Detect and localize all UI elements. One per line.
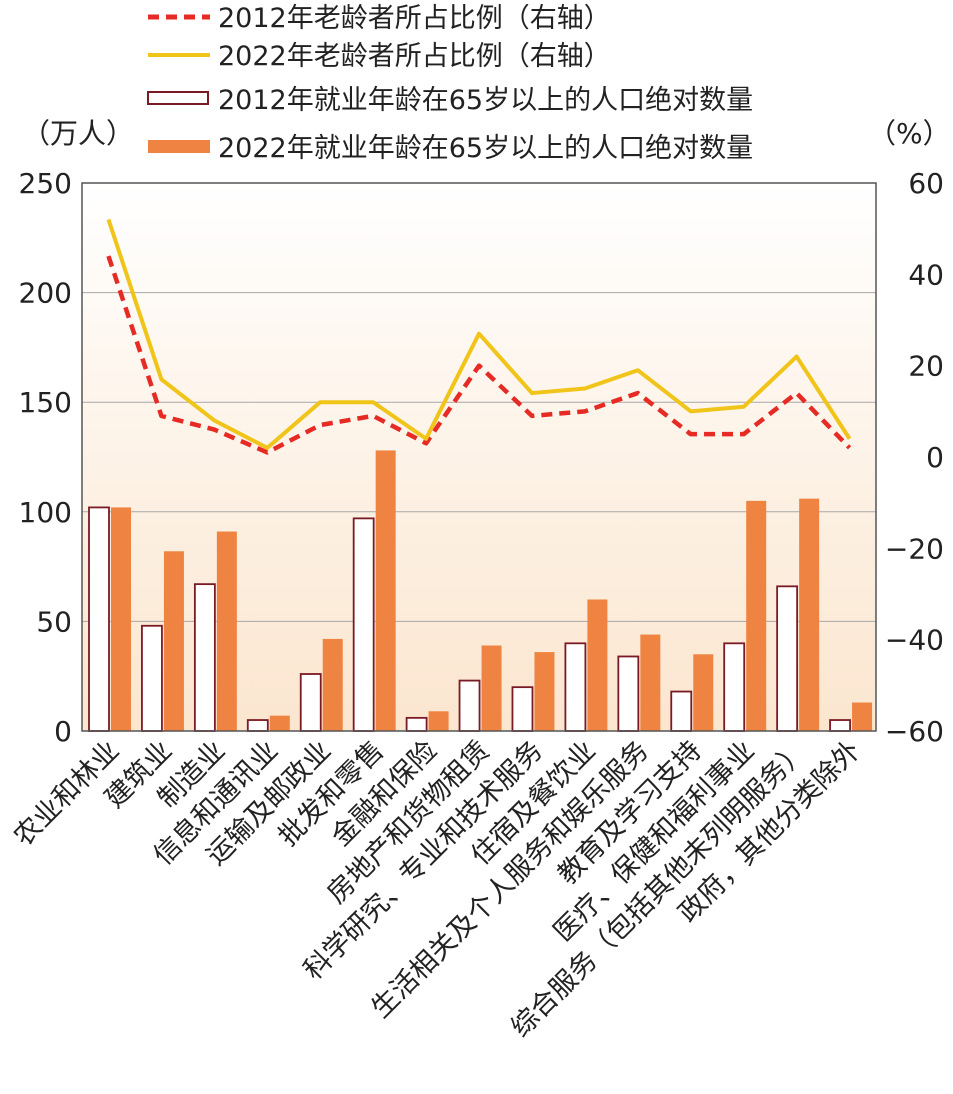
bar-2022 (746, 500, 767, 731)
bar-2022 (852, 702, 873, 731)
legend-label-bar-2012: 2012年就业年龄在65岁以上的人口绝对数量 (218, 85, 753, 116)
plot-frame (81, 182, 877, 732)
right-tick-label: 0 (926, 441, 944, 474)
lines (106, 218, 852, 455)
bar-2012 (617, 655, 640, 732)
bar-2022 (163, 551, 184, 731)
legend-label-line-2022: 2022年老龄者所占比例（右轴） (218, 41, 611, 72)
bar-2012 (141, 624, 163, 732)
legend-item-line-2022: 2022年老龄者所占比例（右轴） (148, 41, 611, 72)
left-tick-label: 50 (36, 605, 72, 638)
right-tick-label: −40 (885, 624, 944, 657)
bar-2022 (534, 652, 555, 731)
bar-2012 (405, 716, 428, 732)
legend-item-bar-2022: 2022年就业年龄在65岁以上的人口绝对数量 (148, 133, 753, 164)
bar-2012 (511, 686, 534, 732)
bar-2022 (375, 450, 396, 731)
bar-2012 (723, 642, 746, 732)
bar-2012 (193, 583, 216, 732)
bar-2022 (481, 645, 502, 731)
right-tick-label: 20 (908, 350, 944, 383)
right-tick-label: −20 (885, 532, 944, 565)
right-tick-label: 40 (908, 258, 944, 291)
bar-2012 (776, 585, 799, 732)
legend-item-bar-2012: 2012年就业年龄在65岁以上的人口绝对数量 (147, 85, 753, 116)
left-tick-label: 100 (19, 496, 72, 529)
bar-2012 (246, 719, 269, 732)
bar-2022 (322, 638, 343, 731)
left-axis-unit: （万人） (22, 117, 134, 150)
legend-label-line-2012: 2012年老龄者所占比例（右轴） (218, 3, 611, 34)
bar-2022 (799, 498, 820, 731)
right-tick-label: 60 (908, 167, 944, 200)
right-axis-unit: （%） (868, 117, 951, 150)
line-2022 (106, 218, 852, 450)
left-tick-label: 150 (19, 386, 72, 419)
bar-2012 (829, 719, 851, 732)
bar-2022 (587, 599, 608, 731)
left-tick-label: 200 (19, 277, 72, 310)
bar-2022 (111, 507, 131, 731)
bar-2012 (88, 506, 110, 732)
legend-swatch-bar-2022 (148, 140, 210, 153)
right-axis: −60 −40 −20 0 20 40 60 (885, 167, 944, 748)
left-tick-label: 250 (19, 167, 72, 200)
category-labels: 农业和林业建筑业制造业信息和通讯业运输及邮政业批发和零售金融和保险房地产和货物租… (8, 735, 866, 1043)
legend-swatch-bar-2012 (147, 91, 209, 105)
bar-2012 (564, 642, 587, 732)
bar-2022 (640, 634, 661, 731)
bars (88, 450, 873, 732)
bar-2022 (693, 654, 714, 731)
bar-2022 (428, 711, 449, 731)
left-axis: 0 50 100 150 200 250 (19, 167, 72, 748)
bar-2012 (299, 673, 322, 732)
bar-2012 (352, 517, 375, 732)
legend: 2012年老龄者所占比例（右轴） 2022年老龄者所占比例（右轴） 2012年就… (147, 3, 753, 164)
bar-2022 (269, 715, 290, 731)
left-tick-label: 0 (54, 715, 72, 748)
right-tick-label: −60 (885, 715, 944, 748)
bar-2012 (458, 679, 481, 732)
legend-item-line-2012: 2012年老龄者所占比例（右轴） (148, 3, 611, 34)
line-2012 (106, 255, 852, 455)
bar-2012 (670, 690, 693, 732)
bar-2022 (216, 531, 237, 731)
legend-label-bar-2022: 2022年就业年龄在65岁以上的人口绝对数量 (218, 133, 753, 164)
